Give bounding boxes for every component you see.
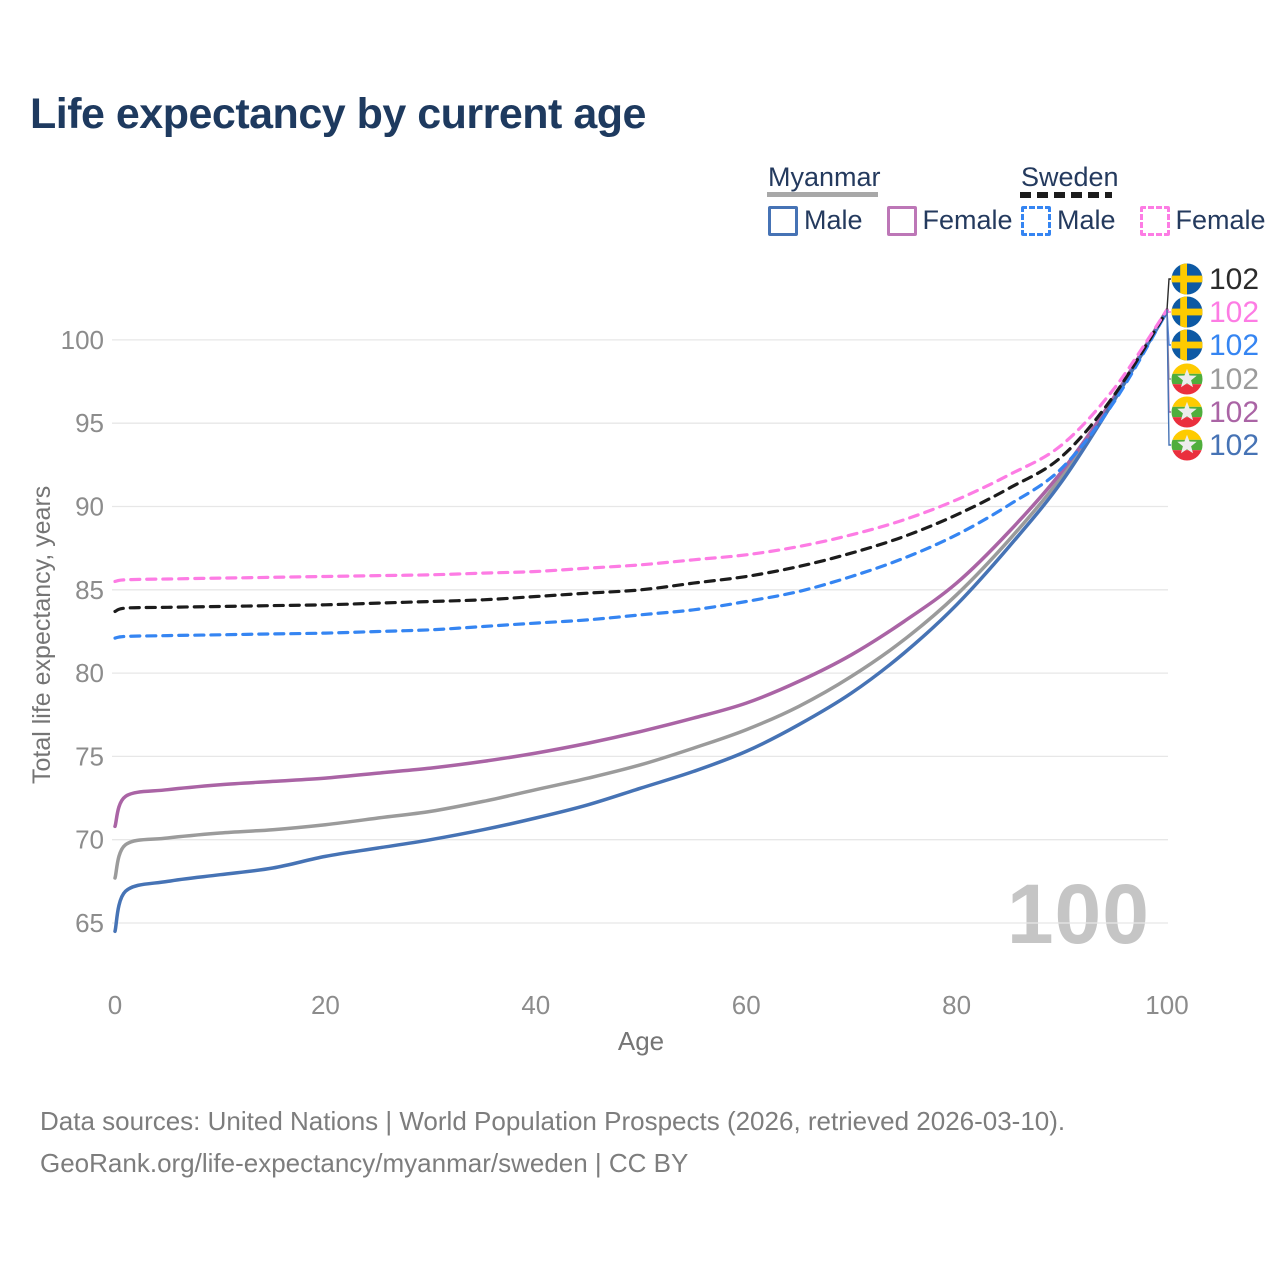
legend-country-sweden[interactable]: Sweden	[1021, 162, 1119, 192]
x-tick-label-100: 100	[1145, 990, 1188, 1020]
x-tick-label-80: 80	[942, 990, 971, 1020]
end-label-value-myanmar-female: 102	[1209, 396, 1259, 429]
legend-underline-myanmar-solid	[767, 192, 878, 197]
sweden-flag-icon	[1171, 296, 1203, 328]
legend-checkbox-sweden-female[interactable]	[1139, 205, 1170, 236]
end-label-connector-myanmar-male	[1166, 309, 1171, 446]
series-line-sweden-female[interactable]	[113, 308, 1169, 584]
myanmar-flag-icon	[1171, 396, 1203, 428]
legend-checkbox-sweden-male[interactable]	[1021, 205, 1051, 236]
series-line-myanmar-male[interactable]	[113, 309, 1169, 934]
sweden-flag-icon	[1171, 263, 1203, 295]
sweden-flag-cross-v	[1180, 329, 1187, 361]
legend-checkbox-myanmar-female[interactable]	[886, 205, 917, 236]
legend-label-myanmar-male[interactable]: Male	[804, 205, 863, 235]
x-tick-label-0: 0	[108, 990, 122, 1020]
y-tick-label-80: 80	[75, 658, 104, 688]
x-tick-label-60: 60	[732, 990, 761, 1020]
legend-checkbox-myanmar-male[interactable]	[768, 205, 798, 236]
end-label-connector-sweden-both-sexes	[1166, 278, 1171, 310]
myanmar-flag-icon	[1171, 363, 1203, 395]
myanmar-flag-star	[1177, 434, 1197, 454]
y-tick-label-75: 75	[75, 741, 104, 771]
myanmar-flag-star	[1177, 368, 1197, 388]
legend-label-sweden-male[interactable]: Male	[1057, 205, 1116, 235]
x-axis-title: Age	[617, 1026, 665, 1056]
myanmar-flag-stripe-red	[1171, 384, 1203, 395]
y-tick-label-85: 85	[75, 575, 104, 605]
y-tick-label-95: 95	[75, 408, 104, 438]
legend-country-myanmar[interactable]: Myanmar	[768, 162, 881, 192]
page-title: Life expectancy by current age	[30, 90, 646, 138]
legend-label-sweden-female[interactable]: Female	[1175, 205, 1266, 235]
myanmar-flag-stripe-red	[1171, 450, 1203, 461]
series-line-sweden-male[interactable]	[113, 310, 1169, 640]
series-line-sweden-both-sexes[interactable]	[113, 309, 1169, 614]
myanmar-flag-stripe-yellow	[1171, 396, 1203, 407]
y-tick-label-100: 100	[61, 325, 104, 355]
age-counter-watermark: 100	[1006, 867, 1150, 961]
y-tick-label-70: 70	[75, 825, 104, 855]
sweden-flag-cross-v	[1180, 296, 1187, 328]
myanmar-flag-stripe-yellow	[1171, 363, 1203, 374]
end-label-value-myanmar-both-sexes: 102	[1209, 363, 1259, 396]
x-tick-label-20: 20	[311, 990, 340, 1020]
series-line-myanmar-both-sexes[interactable]	[113, 308, 1169, 880]
myanmar-flag-stripe-yellow	[1171, 429, 1203, 440]
footer-attribution[interactable]: GeoRank.org/life-expectancy/myanmar/swed…	[40, 1148, 689, 1178]
y-tick-label-90: 90	[75, 492, 104, 522]
end-label-value-sweden-male: 102	[1209, 329, 1259, 362]
legend-label-myanmar-female[interactable]: Female	[922, 205, 1013, 235]
end-label-value-sweden-female: 102	[1209, 296, 1259, 329]
x-tick-label-40: 40	[521, 990, 550, 1020]
y-tick-label-65: 65	[75, 908, 104, 938]
end-label-value-myanmar-male: 102	[1209, 429, 1259, 462]
myanmar-flag-icon	[1171, 429, 1203, 461]
myanmar-flag-star	[1177, 401, 1197, 421]
legend-underline-sweden-dashed	[1020, 192, 1112, 198]
footer-data-sources: Data sources: United Nations | World Pop…	[40, 1106, 1066, 1136]
end-label-value-sweden-both-sexes: 102	[1209, 263, 1259, 296]
series-line-myanmar-female[interactable]	[113, 308, 1169, 829]
sweden-flag-icon	[1171, 329, 1203, 361]
myanmar-flag-stripe-red	[1171, 417, 1203, 428]
sweden-flag-cross-v	[1180, 263, 1187, 295]
